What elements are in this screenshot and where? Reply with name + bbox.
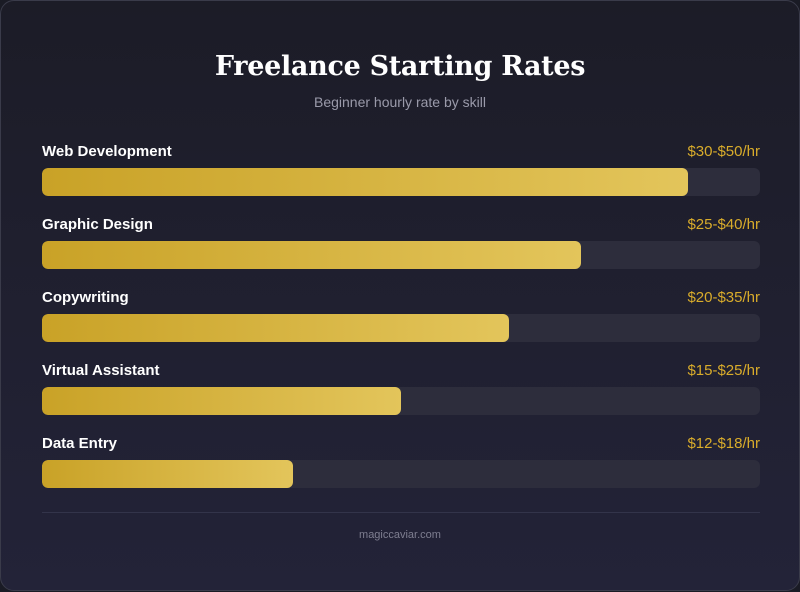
bar-fill bbox=[42, 314, 509, 342]
bar-value-label: $12-$18/hr bbox=[687, 435, 760, 452]
bar-category-label: Web Development bbox=[42, 143, 172, 160]
bar-row: Copywriting $20-$35/hr bbox=[42, 289, 760, 362]
bar-fill bbox=[42, 387, 401, 415]
bar-value-label: $30-$50/hr bbox=[687, 143, 760, 160]
bar-category-label: Data Entry bbox=[42, 435, 118, 452]
bar-category-label: Graphic Design bbox=[42, 216, 153, 233]
bar-row: Graphic Design $25-$40/hr bbox=[42, 216, 760, 289]
chart-title: Freelance Starting Rates bbox=[214, 51, 586, 82]
bar-value-label: $20-$35/hr bbox=[687, 289, 760, 306]
chart-subtitle: Beginner hourly rate by skill bbox=[314, 94, 486, 110]
bar-track bbox=[42, 387, 760, 415]
bar-fill bbox=[42, 168, 689, 196]
footer-source: magiccaviar.com bbox=[359, 529, 441, 541]
bar-track bbox=[42, 168, 760, 196]
bar-track bbox=[42, 460, 760, 488]
bar-row: Virtual Assistant $15-$25/hr bbox=[42, 362, 760, 435]
bar-rows: Web Development $30-$50/hr Graphic Design $… bbox=[42, 143, 760, 508]
bar-fill bbox=[42, 460, 294, 488]
bar-category-label: Virtual Assistant bbox=[42, 362, 160, 379]
bar-row: Web Development $30-$50/hr bbox=[42, 143, 760, 216]
bar-fill bbox=[42, 241, 581, 269]
bar-track bbox=[42, 314, 760, 342]
bar-category-label: Copywriting bbox=[42, 289, 129, 306]
footer-divider bbox=[42, 512, 760, 513]
bar-value-label: $15-$25/hr bbox=[687, 362, 760, 379]
bar-track bbox=[42, 241, 760, 269]
bar-value-label: $25-$40/hr bbox=[687, 216, 760, 233]
bar-row: Data Entry $12-$18/hr bbox=[42, 435, 760, 508]
